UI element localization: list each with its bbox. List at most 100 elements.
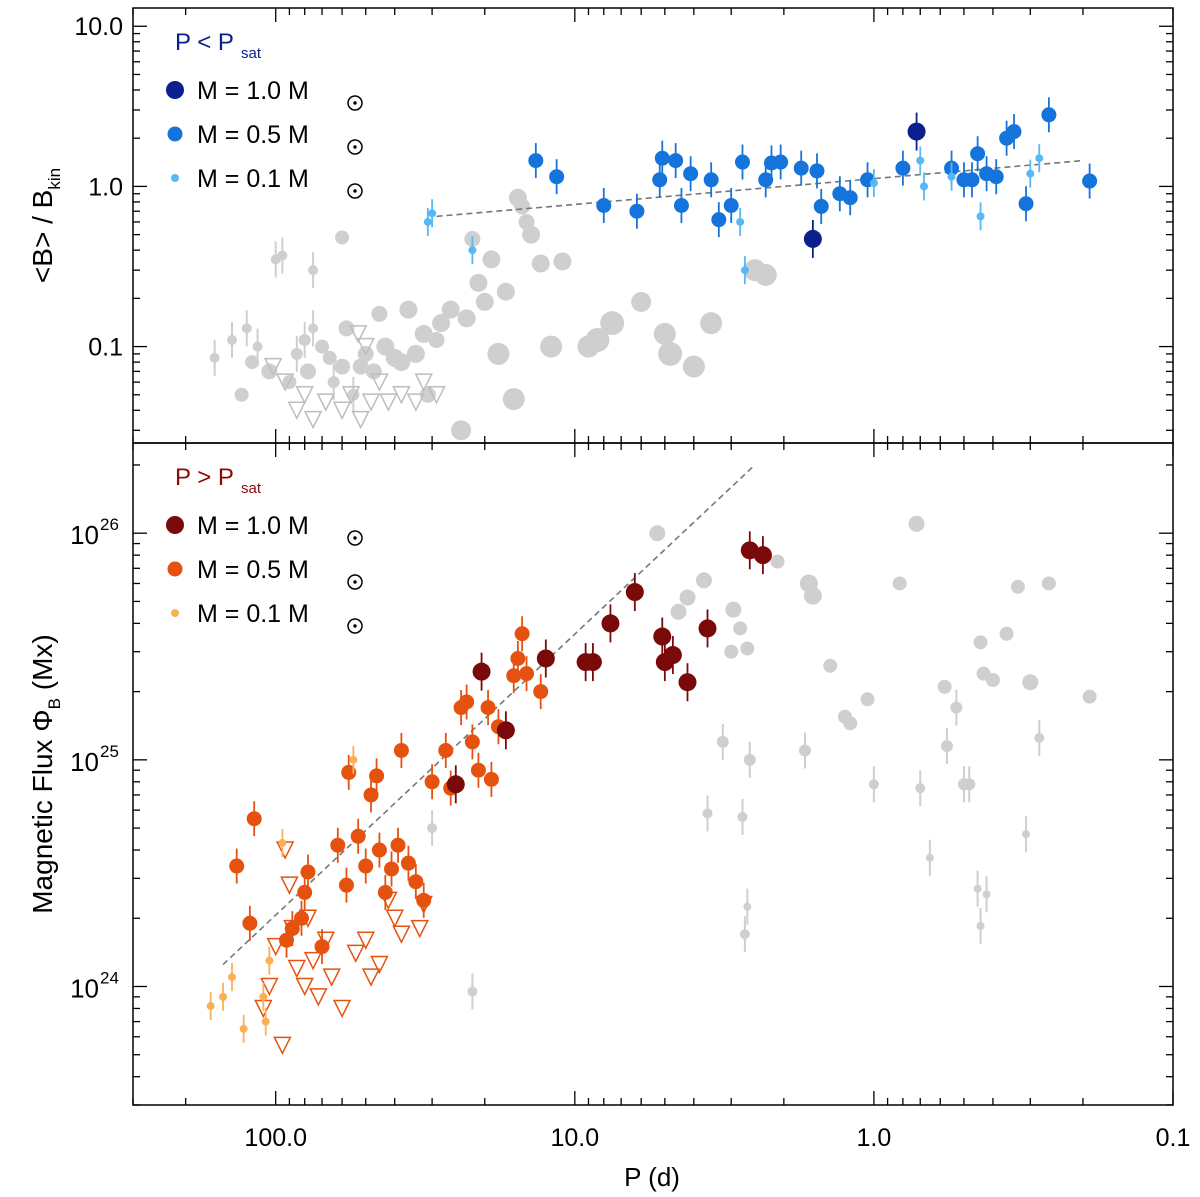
top-data-point [907, 122, 926, 141]
bottom-legend-marker [171, 609, 179, 617]
bottom-data-point [625, 583, 644, 602]
top-upper-limit-triangle [392, 386, 411, 405]
top-data-point [976, 212, 985, 221]
bottom-upper-limit-triangle [322, 968, 341, 987]
top-data-point [813, 198, 829, 214]
top-grey-point [308, 323, 319, 334]
bottom-data-point [510, 650, 526, 666]
top-data-point [711, 212, 727, 228]
top-data-point [1026, 169, 1035, 178]
top-upper-limit-triangle [287, 401, 307, 420]
bottom-data-point [472, 662, 491, 681]
top-data-point [528, 153, 544, 169]
top-y-tick-label: 1.0 [88, 173, 123, 201]
bottom-grey-point [973, 635, 988, 650]
bottom-data-point [358, 858, 374, 874]
bottom-grey-point [963, 778, 976, 791]
top-grey-point [308, 265, 319, 276]
top-legend-title-subscript: sat [241, 45, 262, 62]
top-legend-marker [166, 81, 184, 99]
top-data-point [758, 172, 774, 188]
top-grey-point [252, 341, 263, 352]
top-grey-point [600, 311, 625, 336]
bottom-data-point [384, 861, 400, 877]
bottom-data-point [219, 992, 228, 1001]
bottom-legend-entry-label: M = 0.5 M [197, 556, 309, 584]
top-data-point [809, 163, 825, 179]
top-legend-title: P < P [175, 29, 234, 56]
bottom-y-tick-exponent: 25 [100, 742, 119, 761]
top-upper-limit-triangle [414, 373, 433, 392]
bottom-data-point [265, 956, 274, 965]
bottom-data-point [753, 546, 772, 565]
top-grey-point [475, 292, 494, 311]
bottom-grey-point [427, 823, 438, 834]
bottom-data-point [350, 828, 366, 844]
top-grey-point [428, 331, 445, 348]
bottom-upper-limit-triangle [280, 876, 299, 895]
bottom-data-point [480, 700, 496, 716]
top-grey-point [514, 198, 531, 215]
top-data-point [916, 156, 925, 165]
bottom-data-point [416, 892, 432, 908]
bottom-grey-point [940, 740, 953, 753]
top-grey-point [315, 339, 330, 354]
bottom-data-point [583, 653, 602, 672]
top-upper-limit-triangle [275, 373, 295, 392]
bottom-sun-symbol-icon [347, 574, 363, 590]
bottom-upper-limit-triangle [295, 977, 314, 997]
bottom-grey-point [803, 586, 822, 605]
bottom-data-point [678, 673, 697, 692]
bottom-legend: P > P sat M = 1.0 M M = 0.5 M M = 0.1 M [166, 464, 363, 634]
top-upper-limit-triangle [406, 393, 426, 412]
top-legend-entry-label: M = 0.5 M [197, 121, 309, 149]
top-data-point [970, 146, 986, 162]
bottom-plot-frame [132, 442, 1174, 1106]
top-legend-entry-label: M = 1.0 M [197, 77, 309, 105]
bottom-grey-point [908, 515, 925, 532]
bottom-data-point [349, 755, 358, 764]
bottom-grey-point [733, 621, 748, 636]
top-data-point [468, 246, 477, 255]
top-data-point [654, 150, 670, 166]
bottom-y-tick-label: 10 [70, 973, 99, 1003]
bottom-grey-point [798, 744, 811, 757]
bottom-data-point [390, 837, 406, 853]
top-grey-point [365, 363, 382, 380]
top-grey-point [653, 322, 676, 345]
bottom-legend-marker [167, 561, 183, 577]
top-grey-point [522, 225, 541, 244]
top-grey-point [531, 254, 550, 273]
bottom-sun-symbol-icon [347, 530, 363, 546]
top-legend: P < P sat M = 1.0 M M = 0.5 M M = 0.1 M [166, 29, 363, 199]
bottom-data-point [663, 646, 682, 665]
top-grey-point [414, 324, 433, 343]
bottom-grey-point [892, 576, 907, 591]
bottom-data-point [459, 694, 475, 710]
bottom-data-point [246, 811, 262, 827]
bottom-upper-limit-triangle [303, 951, 323, 971]
top-grey-point [335, 230, 350, 245]
top-data-point [736, 217, 745, 226]
bottom-data-point [483, 771, 499, 787]
top-fit-line [436, 159, 1084, 218]
bottom-data-point [279, 932, 295, 948]
top-grey-point [540, 335, 563, 358]
bottom-grey-point [649, 525, 666, 542]
bottom-data-point [446, 775, 465, 794]
bottom-legend-title-subscript: sat [241, 480, 262, 497]
top-upper-limit-triangle [427, 386, 446, 405]
top-grey-point [299, 363, 316, 380]
top-panel: 10.0 1.0 0.1 P < P sat M = 1.0 M M = 0.5 M M = … [27, 7, 1174, 444]
top-data-point [947, 172, 956, 181]
top-upper-limit-triangle [316, 393, 336, 412]
top-grey-point [700, 312, 723, 335]
top-sun-symbol-dot [353, 101, 357, 105]
top-grey-point [226, 334, 237, 345]
top-data-point [668, 153, 684, 169]
top-grey-point [682, 355, 705, 378]
top-sun-symbol-dot [353, 189, 357, 193]
bottom-data-point [470, 762, 486, 778]
bottom-grey-point [860, 692, 875, 707]
bottom-data-point [229, 858, 245, 874]
